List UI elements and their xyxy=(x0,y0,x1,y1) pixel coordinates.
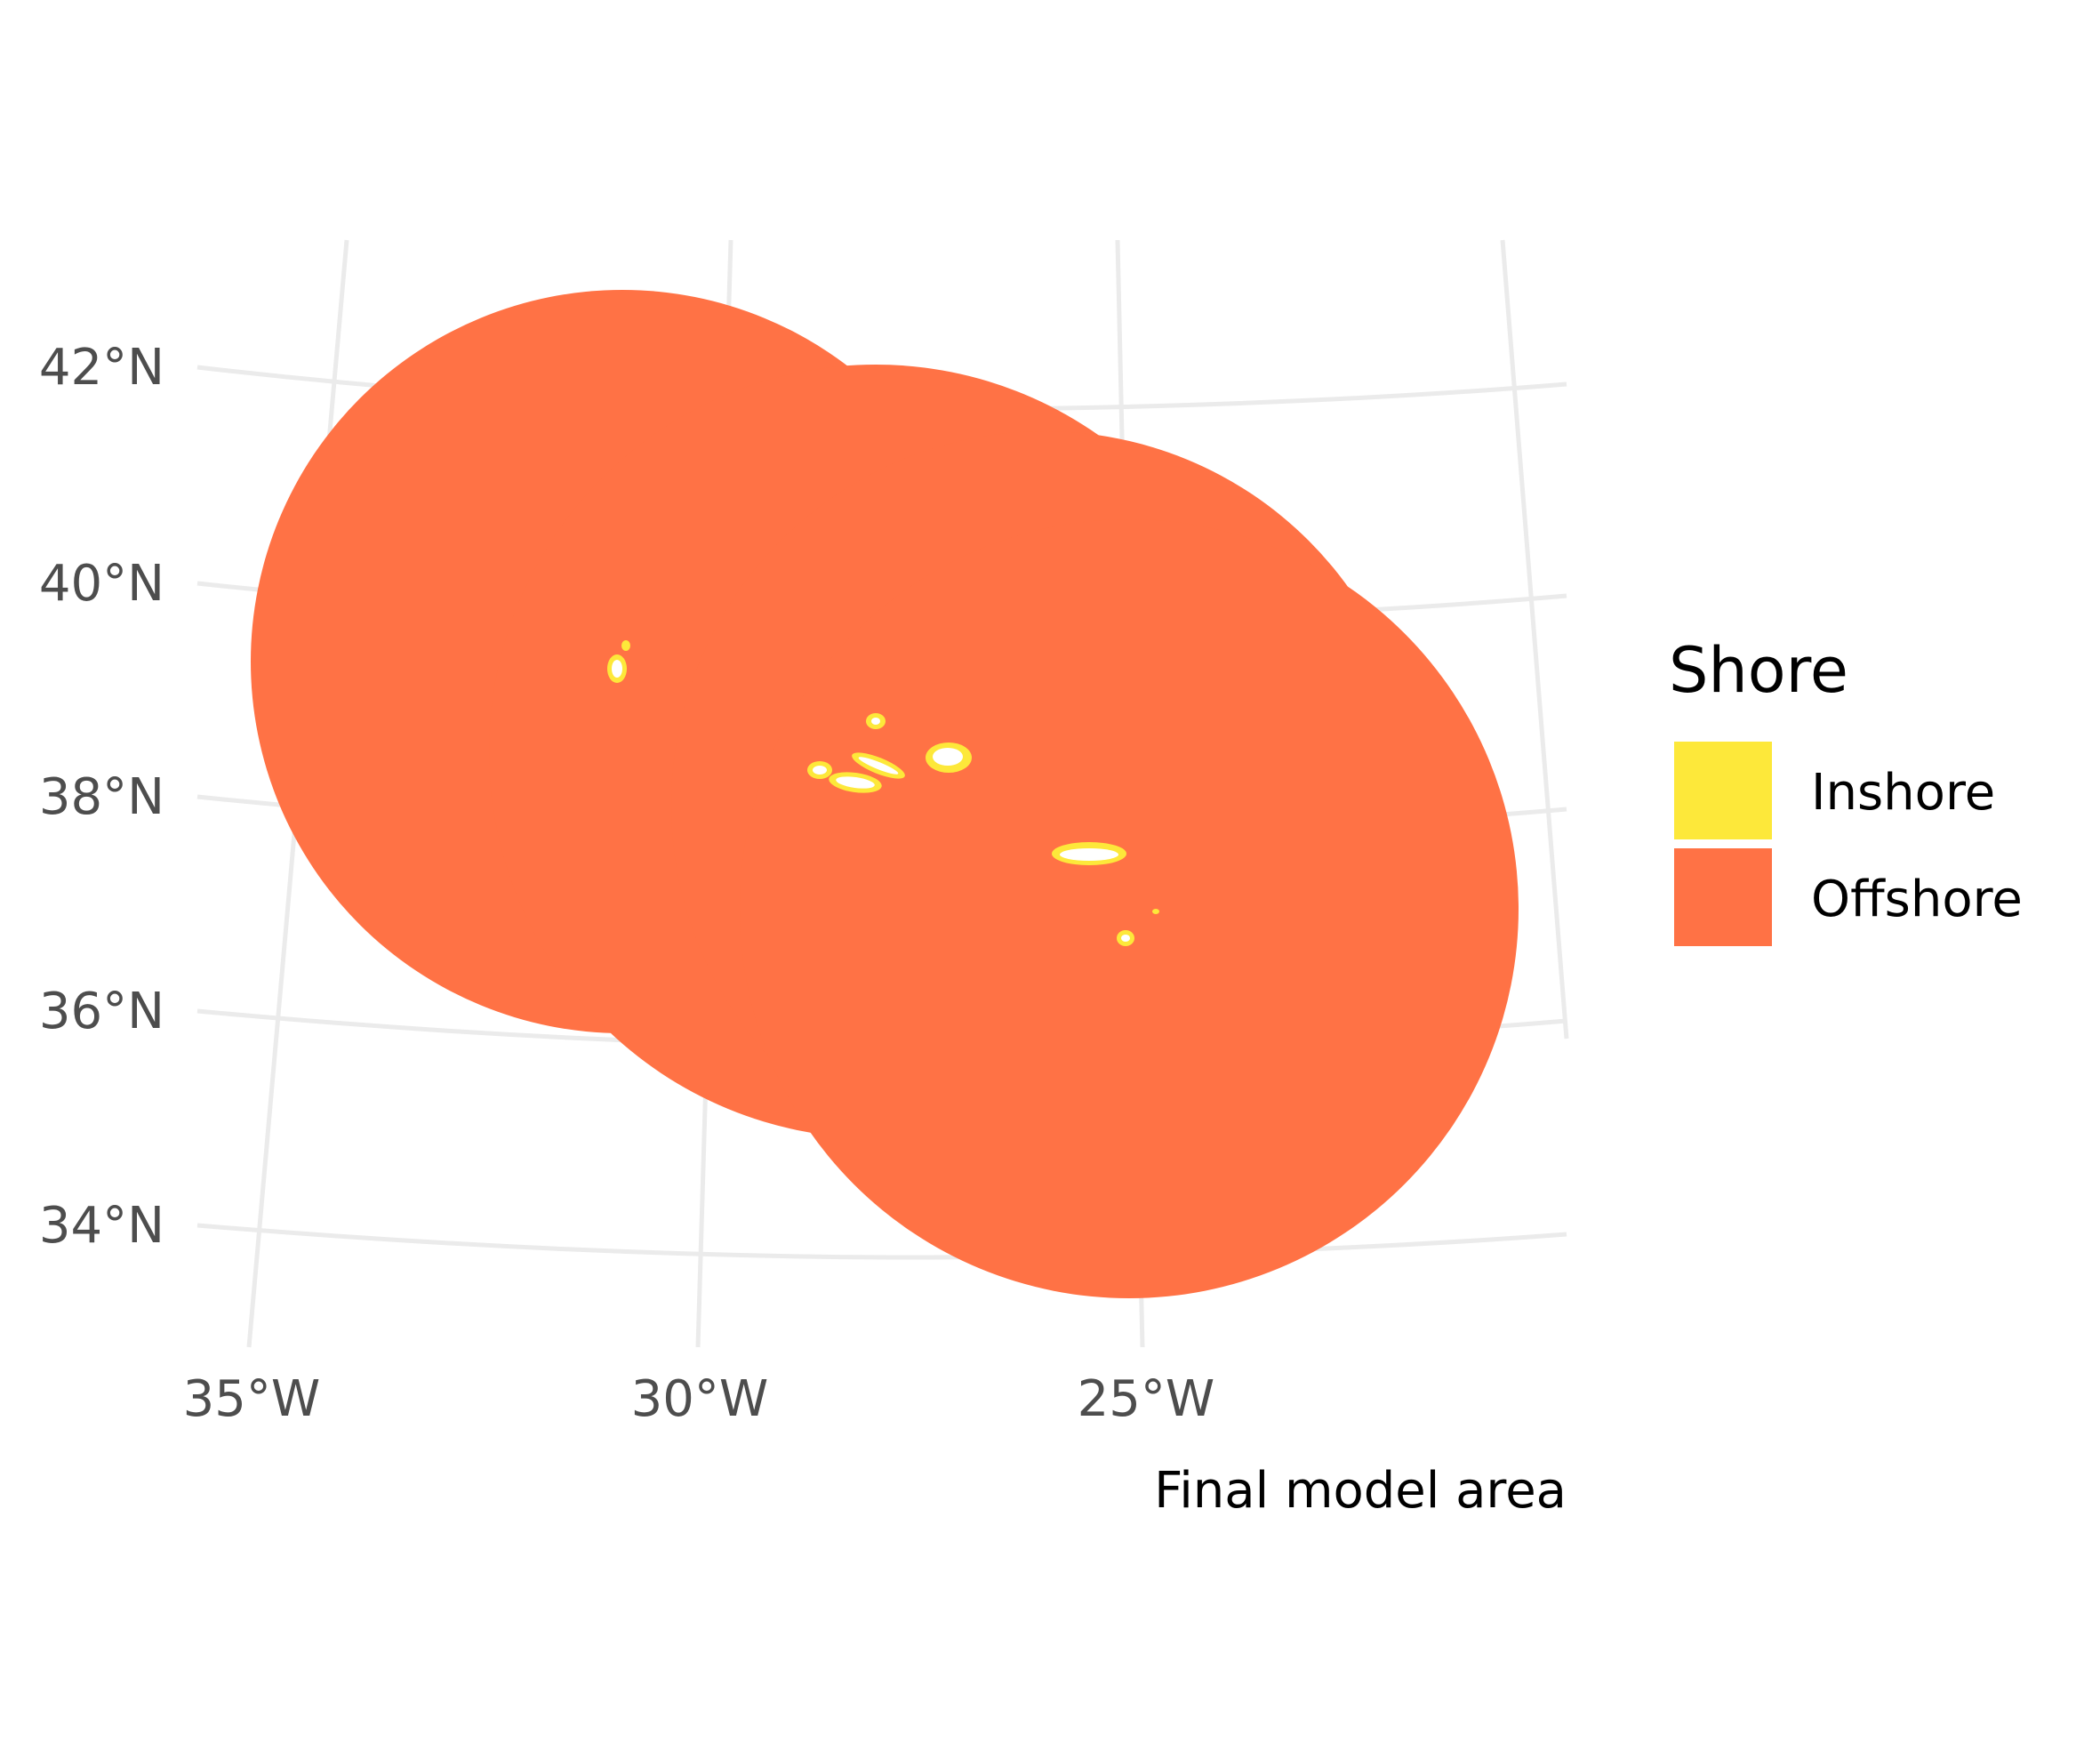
island-sao-miguel-land xyxy=(1060,848,1118,861)
legend: Shore Inshore Offshore xyxy=(1669,634,2023,946)
island-corvo-inshore xyxy=(621,640,630,651)
meridian-20w xyxy=(1500,239,1569,1040)
island-formigas-inshore xyxy=(1152,909,1159,914)
lat-label-38n: 38°N xyxy=(39,768,164,826)
lat-label-42n: 42°N xyxy=(39,339,164,397)
lon-label-35w: 35°W xyxy=(183,1370,321,1428)
lat-label-36n: 36°N xyxy=(39,983,164,1040)
island-pico-land xyxy=(836,776,875,789)
parallel-34n xyxy=(196,1223,1567,1260)
offshore-buffer-southeast xyxy=(740,519,1519,1298)
lon-label-25w: 25°W xyxy=(1078,1370,1215,1428)
islands xyxy=(607,640,1159,946)
legend-key-offshore xyxy=(1674,848,1772,946)
longitude-labels: 35°W 30°W 25°W xyxy=(183,1370,1215,1428)
island-santa-maria-land xyxy=(1121,935,1130,942)
latitude-labels: 42°N 40°N 38°N 36°N 34°N xyxy=(39,339,164,1255)
legend-key-inshore xyxy=(1674,742,1772,839)
lat-label-34n: 34°N xyxy=(39,1197,164,1255)
legend-label-offshore: Offshore xyxy=(1811,871,2023,928)
island-sao-jorge-land xyxy=(858,757,899,775)
offshore-area xyxy=(251,290,1519,1298)
island-graciosa-land xyxy=(871,718,880,725)
map-caption: Final model area xyxy=(1154,1462,1567,1520)
legend-label-inshore: Inshore xyxy=(1811,764,1995,822)
legend-title: Shore xyxy=(1669,634,1848,707)
island-terceira-land xyxy=(933,748,963,766)
lat-label-40n: 40°N xyxy=(39,555,164,613)
lon-label-30w: 30°W xyxy=(631,1370,769,1428)
island-flores-land xyxy=(612,660,622,678)
island-faial-land xyxy=(813,766,827,775)
